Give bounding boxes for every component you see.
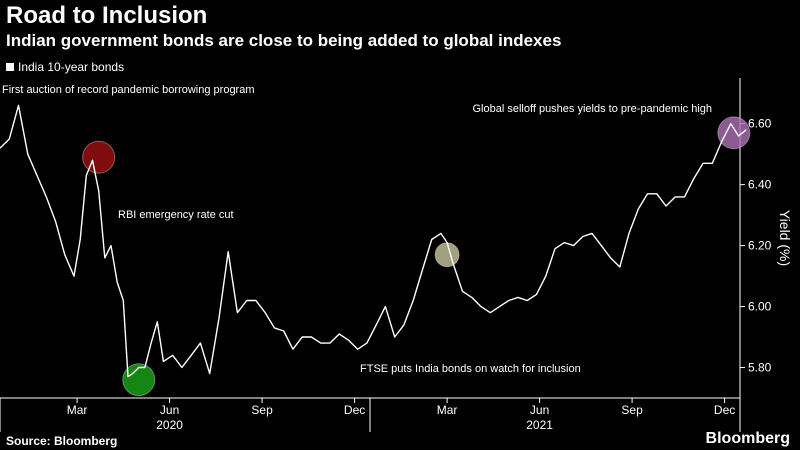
annotation-marker [717, 116, 751, 150]
y-tick-label: 6.60 [748, 117, 772, 131]
x-tick-label: Mar [67, 403, 88, 417]
legend-swatch-icon [6, 63, 14, 71]
annotation-marker [122, 363, 156, 397]
annotation-label: First auction of record pandemic borrowi… [2, 84, 255, 96]
x-tick-label: Jun [160, 403, 179, 417]
year-label: 2021 [526, 418, 553, 432]
chart-subtitle: Indian government bonds are close to bei… [6, 31, 562, 50]
x-tick-label: Dec [714, 403, 735, 417]
year-label: 2020 [156, 418, 183, 432]
source-note: Source: Bloomberg [6, 434, 118, 448]
y-tick-label: 6.40 [748, 178, 772, 192]
chart-title: Road to Inclusion [6, 2, 208, 29]
x-tick-label: Mar [437, 403, 458, 417]
x-tick-label: Dec [344, 403, 365, 417]
y-axis-label: Yield (%) [777, 210, 793, 266]
annotation-label: FTSE puts India bonds on watch for inclu… [360, 363, 581, 375]
legend-label: India 10-year bonds [18, 60, 125, 74]
y-tick-label: 6.00 [748, 300, 772, 314]
annotation-label: RBI emergency rate cut [118, 209, 234, 221]
brand-logo: Bloomberg [705, 430, 790, 447]
x-tick-label: Jun [530, 403, 549, 417]
y-tick-label: 6.20 [748, 239, 772, 253]
y-tick-label: 5.80 [748, 361, 772, 375]
chart-legend: India 10-year bonds [6, 60, 124, 74]
x-tick-label: Sep [251, 403, 273, 417]
x-tick-label: Sep [621, 403, 643, 417]
annotation-marker [82, 140, 116, 174]
series-line-india-10y [0, 104, 747, 378]
annotation-label: Global selloff pushes yields to pre-pand… [473, 103, 713, 115]
annotation-marker [434, 242, 460, 268]
